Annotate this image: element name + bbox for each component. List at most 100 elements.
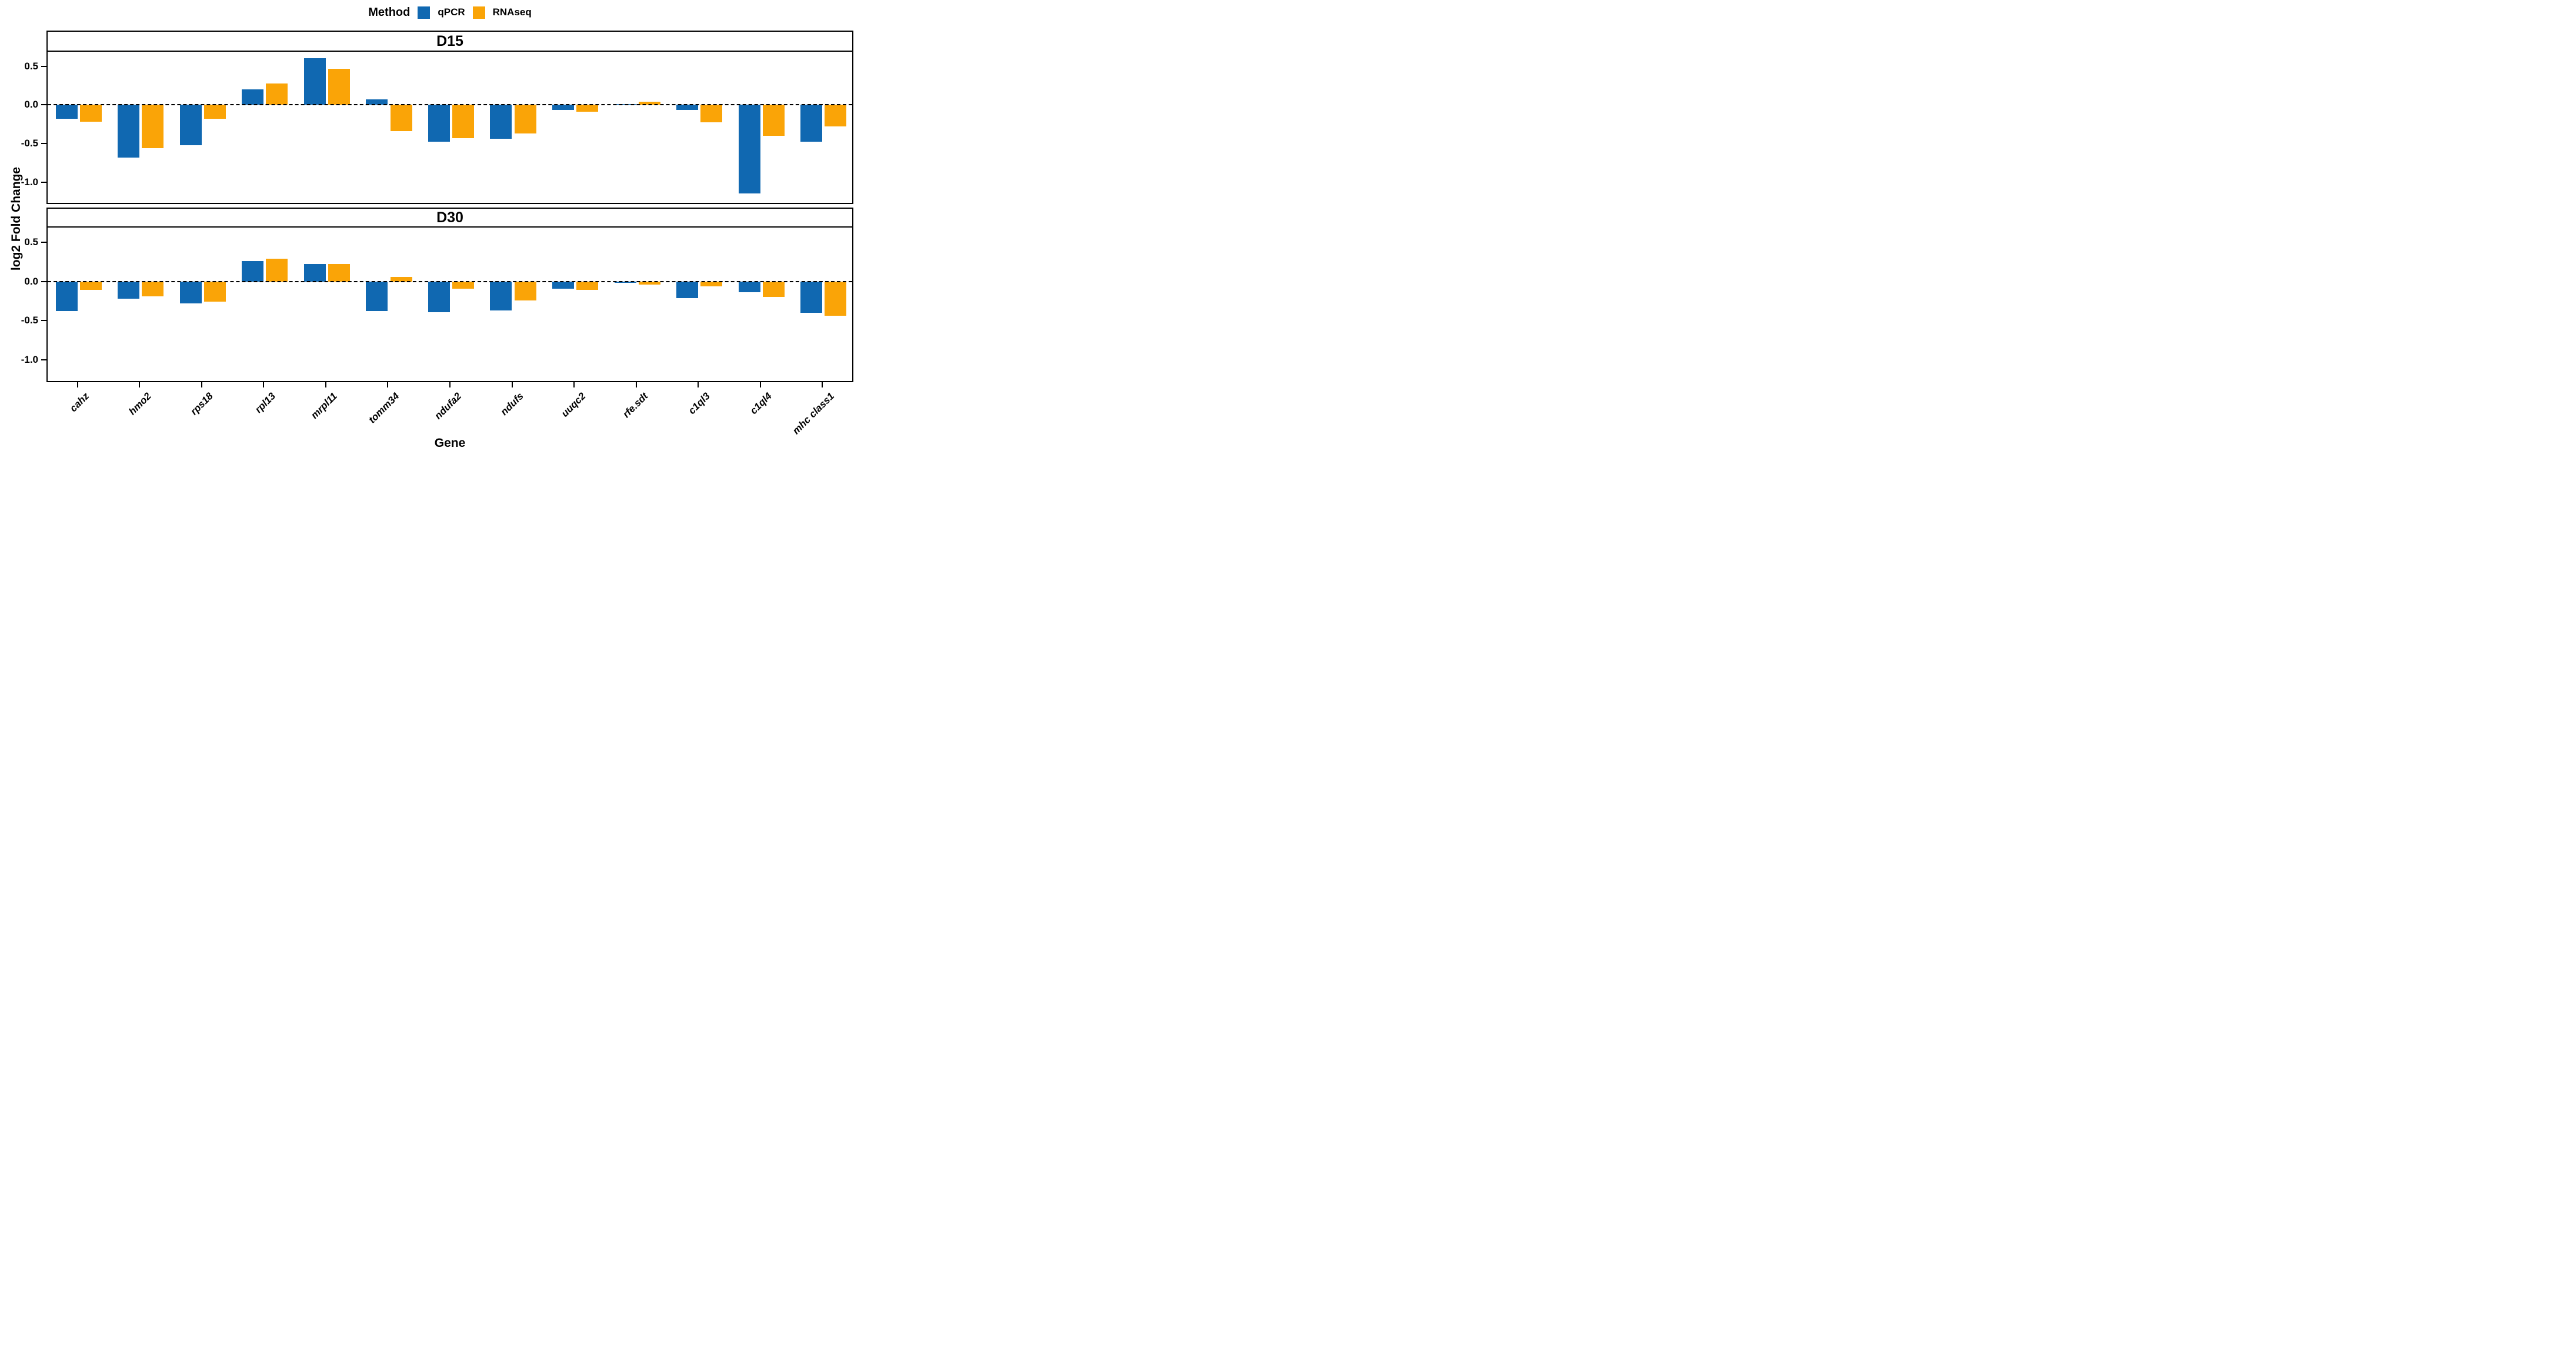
y-axis-title: log2 Fold Change bbox=[9, 166, 23, 271]
x-tick-mark-uuqc2 bbox=[573, 382, 575, 387]
bar-d15-rnaseq-rfe-sdt bbox=[638, 102, 660, 105]
gene-label-mhc-class1: mhc class1 bbox=[790, 390, 836, 437]
facet-panel-d30 bbox=[46, 228, 853, 382]
x-tick-mark-ndufa2 bbox=[449, 382, 451, 387]
x-tick-mark-c1ql4 bbox=[759, 382, 761, 387]
gene-label-uuqc2: uuqc2 bbox=[559, 390, 588, 419]
bar-d30-rnaseq-c1ql4 bbox=[762, 281, 785, 298]
y-tick-label-d30-0.5: 0.5 bbox=[24, 236, 38, 248]
bar-d30-qpcr-ndufa2 bbox=[428, 281, 450, 312]
gene-label-ndufa2: ndufa2 bbox=[432, 390, 464, 422]
y-tick-label-d15--1.0: -1.0 bbox=[21, 176, 38, 188]
bar-d30-qpcr-mhc-class1 bbox=[800, 281, 823, 313]
facet-panel-d15 bbox=[46, 52, 853, 204]
bar-d30-qpcr-c1ql3 bbox=[676, 281, 699, 298]
facet-title-d15: D15 bbox=[436, 32, 463, 49]
bar-d30-rnaseq-mrpl11 bbox=[328, 264, 350, 282]
bar-d15-rnaseq-ndufa2 bbox=[452, 105, 475, 138]
bar-d30-qpcr-tomm34 bbox=[366, 281, 388, 312]
legend: Method qPCR RNAseq bbox=[46, 4, 853, 21]
x-tick-mark-hmo2 bbox=[139, 382, 141, 387]
legend-swatch-rnaseq bbox=[472, 6, 485, 19]
bar-d15-qpcr-ndufs bbox=[490, 105, 512, 139]
y-tick-mark-d15--1.0 bbox=[41, 181, 46, 183]
bar-d15-rnaseq-uuqc2 bbox=[576, 105, 599, 112]
bar-d30-qpcr-c1ql4 bbox=[738, 281, 760, 293]
bar-d15-rnaseq-ndufs bbox=[514, 105, 536, 133]
bar-d30-rnaseq-hmo2 bbox=[142, 281, 164, 296]
legend-title: Method bbox=[368, 5, 411, 19]
facet-strip-d30: D30 bbox=[46, 208, 853, 228]
bar-d30-qpcr-cahz bbox=[55, 281, 78, 312]
x-tick-mark-rps18 bbox=[201, 382, 202, 387]
bar-d15-rnaseq-tomm34 bbox=[390, 105, 412, 131]
legend-swatch-qpcr bbox=[418, 6, 431, 19]
bar-d15-rnaseq-cahz bbox=[79, 105, 102, 122]
bar-d15-rnaseq-c1ql3 bbox=[700, 105, 723, 123]
gene-label-hmo2: hmo2 bbox=[126, 390, 154, 417]
bar-d15-qpcr-hmo2 bbox=[118, 105, 140, 158]
x-tick-mark-cahz bbox=[76, 382, 78, 387]
faceted-bar-chart: Method qPCR RNAseq D15 0.5 0.0 -0.5 -1.0 D30 0.… bbox=[0, 0, 859, 453]
x-tick-mark-rpl13 bbox=[263, 382, 265, 387]
bar-d30-rnaseq-mhc-class1 bbox=[825, 281, 847, 316]
bar-d15-qpcr-tomm34 bbox=[366, 99, 388, 105]
bar-d15-qpcr-mhc-class1 bbox=[800, 105, 823, 142]
bar-d30-rnaseq-cahz bbox=[79, 281, 102, 290]
x-tick-mark-mhc-class1 bbox=[822, 382, 823, 387]
bar-d30-qpcr-mrpl11 bbox=[303, 264, 326, 282]
bar-d15-rnaseq-c1ql4 bbox=[762, 105, 785, 136]
bar-d15-qpcr-rps18 bbox=[179, 105, 202, 145]
gene-label-cahz: cahz bbox=[68, 390, 92, 415]
bar-d30-qpcr-rpl13 bbox=[242, 261, 264, 282]
bar-d30-qpcr-uuqc2 bbox=[552, 281, 574, 289]
facet-strip-d15: D15 bbox=[46, 31, 853, 52]
gene-label-c1ql4: c1ql4 bbox=[748, 390, 775, 417]
bar-d30-rnaseq-tomm34 bbox=[390, 276, 412, 282]
bar-d15-qpcr-rpl13 bbox=[242, 89, 264, 105]
bar-d15-rnaseq-rpl13 bbox=[266, 83, 288, 105]
y-tick-mark-d15-0.5 bbox=[41, 65, 46, 67]
gene-label-rfe-sdt: rfe.sdt bbox=[620, 390, 650, 420]
gene-label-tomm34: tomm34 bbox=[366, 390, 402, 426]
y-tick-label-d15--0.5: -0.5 bbox=[21, 137, 38, 149]
bar-d30-rnaseq-uuqc2 bbox=[576, 281, 599, 290]
y-tick-label-d30--0.5: -0.5 bbox=[21, 315, 38, 326]
gene-label-c1ql3: c1ql3 bbox=[686, 390, 712, 417]
bar-d30-qpcr-hmo2 bbox=[118, 281, 140, 299]
bar-d15-qpcr-mrpl11 bbox=[303, 58, 326, 105]
x-tick-mark-ndufs bbox=[511, 382, 513, 387]
y-tick-mark-d30--1.0 bbox=[41, 359, 46, 360]
legend-label-rnaseq: RNAseq bbox=[492, 6, 532, 18]
x-tick-mark-c1ql3 bbox=[698, 382, 699, 387]
bar-d30-rnaseq-ndufs bbox=[514, 281, 536, 300]
zero-dashed-line-d15 bbox=[48, 104, 852, 106]
gene-label-rps18: rps18 bbox=[188, 390, 216, 417]
y-tick-mark-d15--0.5 bbox=[41, 142, 46, 144]
x-tick-mark-mrpl11 bbox=[325, 382, 326, 387]
bar-d15-rnaseq-rps18 bbox=[203, 105, 226, 119]
gene-label-mrpl11: mrpl11 bbox=[309, 390, 340, 421]
bar-d15-rnaseq-hmo2 bbox=[142, 105, 164, 148]
x-tick-mark-tomm34 bbox=[387, 382, 389, 387]
bar-d30-qpcr-rfe-sdt bbox=[614, 281, 636, 283]
bar-d30-rnaseq-rpl13 bbox=[266, 259, 288, 282]
y-tick-label-d15-0.5: 0.5 bbox=[24, 60, 38, 72]
gene-label-ndufs: ndufs bbox=[498, 390, 526, 418]
bar-d15-qpcr-c1ql3 bbox=[676, 105, 699, 111]
bar-d30-rnaseq-ndufa2 bbox=[452, 281, 475, 289]
bar-d15-qpcr-cahz bbox=[55, 105, 78, 119]
bar-d15-qpcr-ndufa2 bbox=[428, 105, 450, 142]
y-tick-mark-d30-0.5 bbox=[41, 242, 46, 243]
gene-label-rpl13: rpl13 bbox=[252, 390, 278, 416]
zero-dashed-line-d30 bbox=[48, 280, 852, 282]
bar-d15-rnaseq-mrpl11 bbox=[328, 68, 350, 105]
x-tick-mark-rfe-sdt bbox=[635, 382, 637, 387]
y-tick-mark-d30-0.0 bbox=[41, 280, 46, 282]
y-tick-mark-d30--0.5 bbox=[41, 320, 46, 322]
bar-d30-rnaseq-c1ql3 bbox=[700, 281, 723, 286]
bar-d15-qpcr-uuqc2 bbox=[552, 105, 574, 111]
y-tick-label-d30--1.0: -1.0 bbox=[21, 354, 38, 365]
bar-d30-qpcr-ndufs bbox=[490, 281, 512, 310]
x-axis-title: Gene bbox=[434, 436, 466, 450]
